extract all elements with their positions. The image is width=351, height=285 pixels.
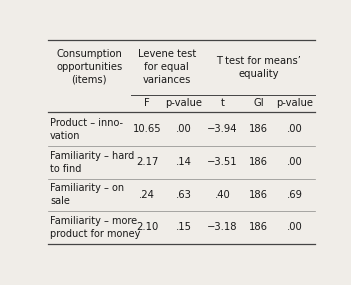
Text: 2.10: 2.10	[136, 222, 158, 232]
Text: −3.94: −3.94	[207, 124, 238, 134]
Text: 186: 186	[249, 222, 268, 232]
Text: T test for means’
equality: T test for means’ equality	[216, 56, 301, 79]
Text: F: F	[144, 98, 150, 108]
Text: .00: .00	[287, 222, 303, 232]
Text: t: t	[220, 98, 225, 108]
Text: .00: .00	[287, 124, 303, 134]
Text: .69: .69	[287, 190, 303, 200]
Text: .14: .14	[176, 157, 191, 167]
Text: Levene test
for equal
variances: Levene test for equal variances	[138, 49, 196, 85]
Text: p-value: p-value	[165, 98, 202, 108]
Text: Gl: Gl	[253, 98, 264, 108]
Text: −3.51: −3.51	[207, 157, 238, 167]
Text: Product – inno-
vation: Product – inno- vation	[50, 118, 123, 141]
Text: .15: .15	[176, 222, 191, 232]
Text: .40: .40	[215, 190, 230, 200]
Text: −3.18: −3.18	[207, 222, 238, 232]
Text: 186: 186	[249, 124, 268, 134]
Text: 10.65: 10.65	[133, 124, 161, 134]
Text: Familiarity – on
sale: Familiarity – on sale	[50, 184, 124, 206]
Text: .24: .24	[139, 190, 155, 200]
Text: Familiarity – more
product for money: Familiarity – more product for money	[50, 216, 140, 239]
Text: 186: 186	[249, 157, 268, 167]
Text: .00: .00	[176, 124, 191, 134]
Text: .00: .00	[287, 157, 303, 167]
Text: 186: 186	[249, 190, 268, 200]
Text: p-value: p-value	[277, 98, 313, 108]
Text: .63: .63	[176, 190, 191, 200]
Text: Consumption
opportunities
(items): Consumption opportunities (items)	[56, 49, 122, 85]
Text: Familiarity – hard
to find: Familiarity – hard to find	[50, 151, 134, 174]
Text: 2.17: 2.17	[136, 157, 158, 167]
